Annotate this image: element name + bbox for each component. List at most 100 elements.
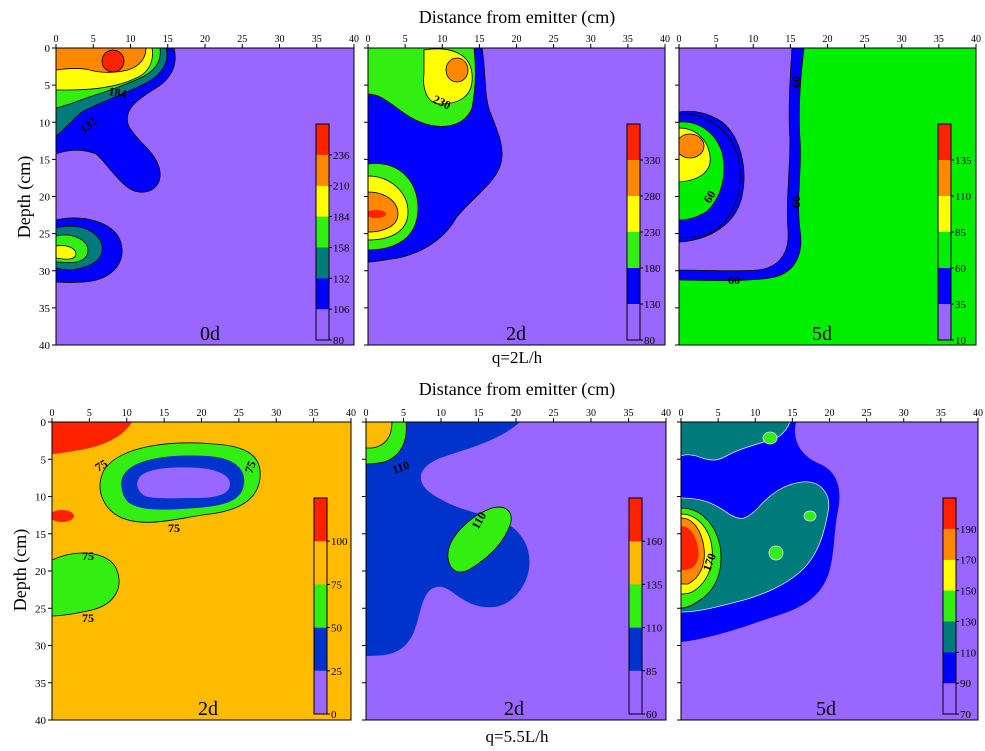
colorbar-tick-label: 236 — [333, 150, 350, 162]
x-tick-label: 40 — [973, 408, 983, 419]
panel-6-region-110-b — [681, 481, 830, 613]
panel-3-contour-label-2: 60 — [789, 196, 803, 208]
panel-3-y-ticks — [675, 47, 679, 346]
panel-6: 0 5 10 15 20 25 30 35 40 170 70 90 110 130 150 170 190… — [677, 408, 983, 721]
x-tick-label: 10 — [122, 408, 132, 419]
panel-1-region-210 — [56, 48, 147, 73]
colorbar-segment — [314, 541, 327, 585]
colorbar-segment — [629, 584, 642, 628]
colorbar-tick-label: 80 — [644, 335, 656, 347]
colorbar-tick-label: 330 — [644, 155, 661, 167]
panel-4-contour-label-5: 75 — [82, 611, 94, 625]
panel-5-region-135 — [366, 422, 393, 449]
colorbar-segment — [943, 652, 956, 684]
panel-3-contour-label-4: 60 — [728, 273, 740, 287]
x-tick-label: 25 — [549, 408, 559, 419]
colorbar-frame — [313, 497, 328, 715]
colorbar-tick-label: 60 — [646, 709, 658, 721]
colorbar-tick-label: 75 — [331, 579, 343, 591]
colorbar-tick-label: 190 — [960, 524, 977, 536]
colorbar-tick-label: 90 — [960, 678, 972, 690]
colorbar-segment — [316, 247, 329, 279]
colorbar-segment — [627, 268, 640, 304]
panel-5-region-85-b — [366, 556, 415, 646]
colorbar-tick-label: 70 — [960, 709, 972, 721]
x-tick-label: 15 — [163, 34, 173, 45]
colorbar-tick-label: 280 — [644, 191, 661, 203]
x-tick-label: 30 — [586, 34, 596, 45]
colorbar-frame — [942, 497, 957, 715]
panel-1-colorbar: 80 106 132 158 184 210 236 — [315, 123, 350, 347]
panel-5-x-ticks: 0 5 10 15 20 25 30 35 40 — [364, 408, 671, 422]
panel-6-y-ticks — [677, 421, 681, 721]
x-tick-label: 10 — [437, 34, 447, 45]
x-tick-label: 35 — [624, 408, 634, 419]
panel-5-region-110-b — [447, 506, 512, 573]
colorbar-tick-label: 150 — [960, 586, 977, 598]
colorbar-tick-label: 85 — [646, 666, 658, 678]
y-tick-label: 0 — [45, 43, 51, 55]
y-tick-label: 40 — [35, 715, 47, 727]
colorbar-frame — [315, 123, 330, 341]
panel-2-region-330 — [368, 210, 386, 218]
x-tick-label: 15 — [159, 408, 169, 419]
x-tick-label: 0 — [50, 408, 55, 419]
x-tick-label: 35 — [936, 408, 946, 419]
y-tick-label: 15 — [39, 154, 51, 166]
y-tick-label: 15 — [35, 529, 47, 541]
colorbar-segment — [629, 670, 642, 714]
colorbar-segment — [316, 154, 329, 186]
top-axis-title: Distance from emitter (cm) — [419, 7, 615, 28]
y-tick-label: 40 — [39, 340, 51, 352]
x-tick-label: 30 — [271, 408, 281, 419]
colorbar-segment — [938, 196, 951, 232]
panel-1-day-label: 0d — [200, 323, 220, 345]
colorbar-segment — [316, 124, 329, 155]
x-tick-label: 5 — [401, 408, 406, 419]
y-tick-label: 25 — [35, 603, 47, 615]
colorbar-segment — [943, 528, 956, 560]
y-tick-label: 10 — [35, 492, 47, 504]
x-tick-label: 20 — [823, 34, 833, 45]
colorbar-segment — [627, 160, 640, 196]
panel-4-region-100-b — [52, 510, 74, 522]
colorbar-segment — [316, 309, 329, 340]
panel-6-x-ticks: 0 5 10 15 20 25 30 35 40 — [679, 408, 983, 422]
x-tick-label: 40 — [661, 408, 671, 419]
panel-3-colorbar: 10 35 60 85 110 135 — [937, 123, 972, 347]
colorbar-tick-label: 35 — [955, 299, 967, 311]
panel-3-contour-label-1: 60 — [789, 76, 803, 88]
x-tick-label: 35 — [623, 34, 633, 45]
x-tick-label: 25 — [237, 34, 247, 45]
x-tick-label: 15 — [787, 408, 797, 419]
colorbar-tick-label: 135 — [955, 155, 972, 167]
x-tick-label: 10 — [436, 408, 446, 419]
x-tick-label: 5 — [714, 34, 719, 45]
colorbar-segment — [938, 304, 951, 340]
y-tick-label: 30 — [39, 266, 51, 278]
x-tick-label: 20 — [511, 408, 521, 419]
panel-4-contour-label-4: 75 — [82, 549, 94, 563]
colorbar-tick-label: 135 — [646, 579, 663, 591]
x-tick-label: 35 — [309, 408, 319, 419]
panel-5-colorbar: 60 85 110 135 160 — [628, 497, 663, 721]
x-tick-label: 10 — [750, 408, 760, 419]
colorbar-segment — [627, 304, 640, 340]
x-tick-label: 15 — [785, 34, 795, 45]
panel-5-contour-label-1: 110 — [390, 458, 411, 477]
colorbar-tick-label: 160 — [646, 536, 663, 548]
x-tick-label: 0 — [54, 34, 59, 45]
colorbar-segment — [316, 216, 329, 248]
y-tick-label: 35 — [35, 678, 47, 690]
x-tick-label: 10 — [126, 34, 136, 45]
x-tick-label: 30 — [897, 34, 907, 45]
colorbar-segment — [629, 627, 642, 671]
colorbar-segment — [938, 160, 951, 196]
colorbar-tick-label: 132 — [333, 273, 350, 285]
panel-4-y-ticks: 0 5 10 15 20 25 30 35 40 — [35, 417, 52, 727]
panel-4-region-0 — [137, 467, 230, 499]
colorbar-tick-label: 180 — [644, 263, 661, 275]
panel-6-colorbar: 70 90 110 130 150 170 190 — [942, 497, 977, 721]
colorbar-segment — [938, 268, 951, 304]
y-tick-label: 5 — [41, 454, 47, 466]
